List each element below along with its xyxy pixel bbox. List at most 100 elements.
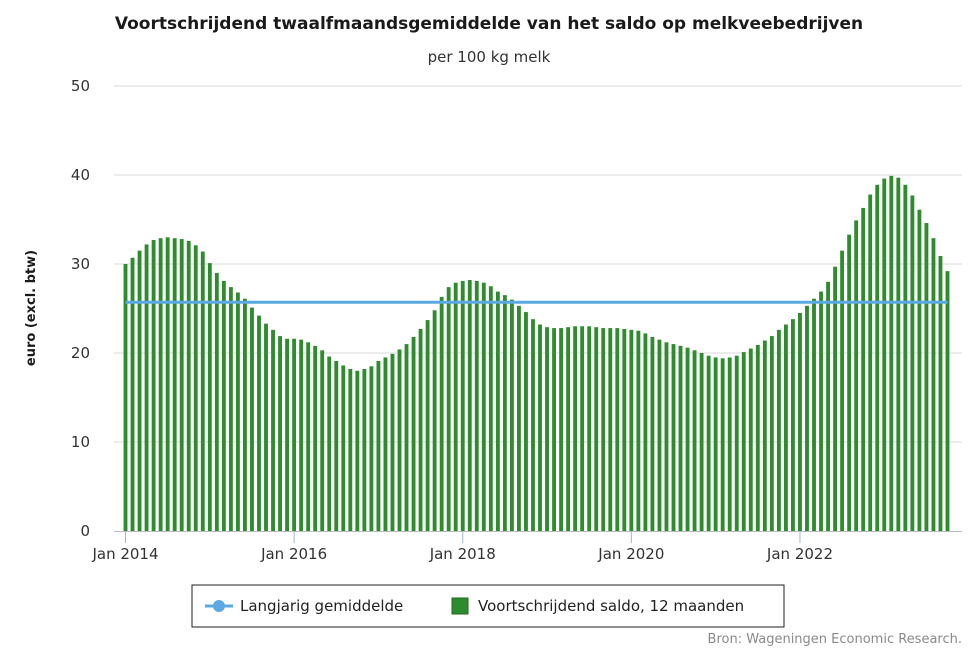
y-tick-label: 10: [71, 433, 90, 451]
legend-item-average[interactable]: Langjarig gemiddelde: [205, 597, 403, 615]
bar: [552, 328, 556, 531]
bar: [228, 287, 233, 531]
legend-marker-swatch: [213, 600, 225, 612]
x-tick-label: Jan 2016: [260, 545, 327, 563]
bar: [882, 178, 887, 531]
bar: [158, 238, 163, 531]
y-tick-label: 0: [80, 522, 90, 540]
x-axis: Jan 2014 Jan 2016 Jan 2018 Jan 2020 Jan 2022: [91, 531, 962, 563]
legend-item-saldo[interactable]: Voortschrijdend saldo, 12 maanden: [451, 597, 744, 615]
bar: [587, 326, 592, 531]
x-tick-label: Jan 2014: [91, 545, 158, 563]
bar: [924, 223, 929, 531]
bar: [404, 344, 409, 531]
bar: [390, 353, 395, 531]
y-tick-label: 20: [71, 344, 90, 362]
bar: [706, 355, 711, 531]
bar: [278, 336, 282, 531]
bar: [931, 238, 936, 531]
bar: [685, 347, 690, 531]
bar: [917, 209, 922, 531]
bar: [207, 263, 212, 531]
bar: [798, 312, 802, 531]
bar: [805, 305, 809, 531]
bar: [235, 292, 240, 531]
bar: [334, 361, 339, 531]
bar: [755, 344, 760, 531]
bar: [573, 326, 578, 531]
bar: [854, 220, 859, 531]
bar: [538, 324, 542, 531]
bar: [727, 357, 732, 531]
x-tick-label: Jan 2022: [766, 545, 833, 563]
bar: [425, 320, 430, 531]
bar: [559, 328, 564, 531]
bar: [481, 282, 486, 531]
bar: [896, 177, 901, 532]
bar: [439, 296, 444, 531]
bar: [165, 237, 170, 532]
bar: [622, 328, 627, 531]
bar: [720, 358, 725, 531]
bar: [214, 272, 219, 531]
bar: [257, 315, 261, 531]
bar: [748, 348, 753, 531]
bar: [123, 264, 128, 531]
bar: [531, 319, 535, 531]
bar-series: [123, 175, 950, 532]
bar: [362, 369, 367, 531]
bar: [313, 345, 318, 531]
legend-bar-swatch: [451, 597, 469, 615]
bar: [840, 250, 845, 531]
bar: [608, 328, 613, 531]
bar: [678, 345, 683, 531]
bar: [517, 305, 521, 531]
bar: [460, 280, 465, 531]
bar: [889, 175, 894, 531]
bar: [327, 356, 332, 531]
bar: [664, 342, 669, 531]
bar: [411, 336, 416, 531]
bar: [151, 239, 156, 531]
bar: [397, 349, 402, 531]
y-axis-ticks: 0 10 20 30 40 50: [71, 77, 90, 540]
bar: [495, 291, 500, 531]
bar: [783, 324, 788, 531]
bar: [945, 271, 950, 531]
bar: [524, 312, 528, 531]
bar: [348, 369, 353, 531]
bar: [383, 357, 388, 531]
y-tick-label: 50: [71, 77, 90, 95]
bar: [826, 281, 830, 531]
bar: [355, 370, 360, 531]
bar: [580, 326, 585, 531]
bar: [819, 291, 823, 531]
bar: [938, 255, 943, 532]
bar: [172, 238, 177, 531]
bar: [847, 234, 852, 531]
bar: [264, 323, 268, 531]
legend-label-saldo: Voortschrijdend saldo, 12 maanden: [478, 597, 744, 615]
bar: [467, 280, 472, 531]
bar: [741, 352, 746, 531]
bar: [545, 327, 549, 531]
bar: [186, 240, 191, 532]
bar: [566, 327, 571, 531]
legend-label-average: Langjarig gemiddelde: [240, 597, 403, 615]
bar: [271, 329, 275, 531]
bar: [320, 350, 325, 531]
bar: [376, 361, 381, 531]
bar: [432, 310, 437, 531]
bar: [193, 245, 198, 531]
bar: [868, 194, 873, 531]
bar: [903, 184, 908, 532]
bar: [636, 330, 641, 531]
bar: [671, 344, 676, 531]
bar: [299, 339, 304, 531]
bar: [657, 339, 662, 531]
y-tick-label: 30: [71, 255, 90, 273]
bar: [446, 287, 451, 531]
bar: [179, 239, 184, 531]
y-axis-label: euro (excl. btw): [24, 250, 39, 366]
